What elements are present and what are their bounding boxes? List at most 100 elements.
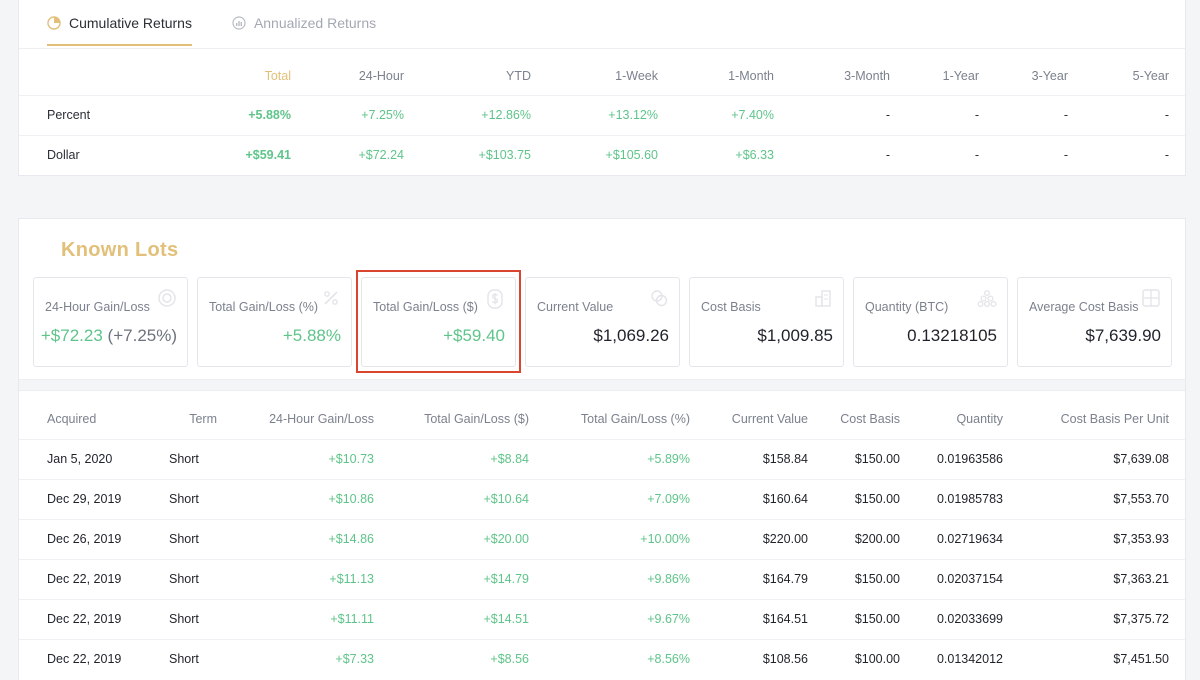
table-cell: $7,639.08 (1003, 438, 1187, 479)
table-cell: $7,553.70 (1003, 478, 1187, 519)
table-cell: +12.86% (404, 94, 531, 135)
table-cell: 0.02719634 (900, 518, 1003, 559)
stat-value: $1,009.85 (757, 326, 833, 345)
returns-row-dollar: Dollar +$59.41 +$72.24 +$103.75 +$105.60… (19, 134, 1187, 175)
table-cell: Dec 22, 2019 (19, 598, 169, 639)
returns-card: Cumulative Returns Annualized Returns To… (18, 0, 1187, 176)
table-cell: +5.88% (169, 94, 291, 135)
header-cell[interactable]: Total Gain/Loss ($) (424, 411, 529, 426)
tabs-divider (19, 48, 1185, 49)
lots-table-body: Jan 5, 2020 Short +$10.73 +$8.84 +5.89% $158.… (19, 438, 1187, 679)
table-cell: 0.01342012 (900, 638, 1003, 679)
table-row[interactable]: Dec 22, 2019 Short +$7.33 +$8.56 +8.56% $108.… (19, 638, 1187, 679)
table-cell: $7,353.93 (1003, 518, 1187, 559)
table-cell: Dec 26, 2019 (19, 518, 169, 559)
stat-label: Total Gain/Loss ($) (373, 300, 478, 314)
table-cell: +7.40% (658, 94, 774, 135)
table-cell: 0.01985783 (900, 478, 1003, 519)
section-title: Known Lots (61, 239, 179, 261)
stat-main-value: +$72.23 (40, 326, 103, 345)
table-cell: $108.56 (690, 638, 808, 679)
table-cell: Dec 22, 2019 (19, 558, 169, 599)
table-cell: $220.00 (690, 518, 808, 559)
table-cell: - (890, 94, 979, 135)
tab-annualized-returns[interactable]: Annualized Returns (232, 0, 376, 47)
table-cell: 0.02033699 (900, 598, 1003, 639)
table-cell: +7.25% (291, 94, 404, 135)
returns-tabs: Cumulative Returns Annualized Returns (47, 0, 416, 47)
table-cell: Dec 22, 2019 (19, 638, 169, 679)
table-cell: +$105.60 (531, 134, 658, 175)
stat-sub-value: (+7.25%) (107, 326, 177, 345)
table-cell: +$11.11 (217, 598, 374, 639)
table-cell: +$7.33 (217, 638, 374, 679)
table-cell: +$10.73 (217, 438, 374, 479)
table-cell: $150.00 (808, 478, 900, 519)
lots-header-row: Acquired Term 24-Hour Gain/Loss Total Ga… (19, 399, 1187, 439)
stat-label: Current Value (537, 300, 614, 314)
table-cell: +13.12% (531, 94, 658, 135)
table-row[interactable]: Dec 22, 2019 Short +$11.13 +$14.79 +9.86% $16… (19, 558, 1187, 599)
returns-table: Total 24-Hour YTD 1-Week 1-Month 3-Month… (19, 57, 1187, 175)
table-cell: - (1068, 94, 1187, 135)
table-row[interactable]: Dec 29, 2019 Short +$10.86 +$10.64 +7.09% $16… (19, 478, 1187, 519)
stat-label: 24-Hour Gain/Loss (45, 300, 150, 314)
section-divider (19, 379, 1185, 391)
header-cell[interactable]: 24-Hour Gain/Loss (269, 411, 374, 426)
table-cell: $158.84 (690, 438, 808, 479)
header-cell: YTD (506, 68, 531, 83)
stat-value: +5.88% (282, 326, 341, 345)
header-cell: Total (264, 68, 291, 83)
table-cell: Short (169, 438, 217, 479)
percent-icon (321, 288, 341, 308)
table-cell: +$8.84 (374, 438, 529, 479)
table-cell: +$14.86 (217, 518, 374, 559)
table-cell: +$10.64 (374, 478, 529, 519)
table-cell: $150.00 (808, 598, 900, 639)
header-cell: 3-Month (844, 68, 890, 83)
table-cell: +5.89% (529, 438, 690, 479)
table-cell: - (979, 94, 1068, 135)
table-row[interactable]: Dec 22, 2019 Short +$11.11 +$14.51 +9.67% $16… (19, 598, 1187, 639)
header-cell[interactable]: Cost Basis Per Unit (1060, 411, 1169, 426)
table-cell: $200.00 (808, 518, 900, 559)
tab-cumulative-returns[interactable]: Cumulative Returns (47, 0, 192, 47)
table-cell: Short (169, 518, 217, 559)
stat-card-average-cost-basis: Average Cost Basis $7,639.90 (1017, 277, 1172, 367)
header-cell[interactable]: Quantity (956, 411, 1003, 426)
header-cell[interactable]: Current Value (731, 411, 808, 426)
table-cell: 0.02037154 (900, 558, 1003, 599)
table-cell: +$14.51 (374, 598, 529, 639)
stat-card-quantity: Quantity (BTC) 0.13218105 (853, 277, 1008, 367)
tab-label: Cumulative Returns (69, 15, 192, 31)
table-cell: $150.00 (808, 558, 900, 599)
table-cell: +$11.13 (217, 558, 374, 599)
dollar-icon (485, 288, 505, 309)
table-cell: Short (169, 558, 217, 599)
stat-card-total-gain-percent: Total Gain/Loss (%) +5.88% (197, 277, 352, 367)
table-cell: - (979, 134, 1068, 175)
table-row[interactable]: Jan 5, 2020 Short +$10.73 +$8.84 +5.89% $158.… (19, 438, 1187, 479)
coins-icon (649, 288, 669, 308)
stat-label: Cost Basis (701, 300, 761, 314)
header-cell[interactable]: Total Gain/Loss (%) (580, 411, 690, 426)
table-cell: $100.00 (808, 638, 900, 679)
table-cell: $7,375.72 (1003, 598, 1187, 639)
stat-value: $7,639.90 (1085, 326, 1161, 345)
stat-card-total-gain-dollar: Total Gain/Loss ($) +$59.40 (361, 277, 516, 367)
header-cell: 1-Year (942, 68, 979, 83)
table-cell: $7,451.50 (1003, 638, 1187, 679)
table-cell: +9.67% (529, 598, 690, 639)
tab-label: Annualized Returns (253, 15, 377, 31)
table-cell: - (774, 94, 890, 135)
stat-card-current-value: Current Value $1,069.26 (525, 277, 680, 367)
header-cell[interactable]: Acquired (47, 411, 97, 426)
table-cell: Short (169, 598, 217, 639)
header-cell[interactable]: Term (189, 411, 217, 426)
header-cell: 1-Week (615, 68, 658, 83)
table-row[interactable]: Dec 26, 2019 Short +$14.86 +$20.00 +10.00% $2… (19, 518, 1187, 559)
table-cell: +$14.79 (374, 558, 529, 599)
table-cell: Short (169, 478, 217, 519)
table-cell: +$8.56 (374, 638, 529, 679)
header-cell[interactable]: Cost Basis (840, 411, 900, 426)
